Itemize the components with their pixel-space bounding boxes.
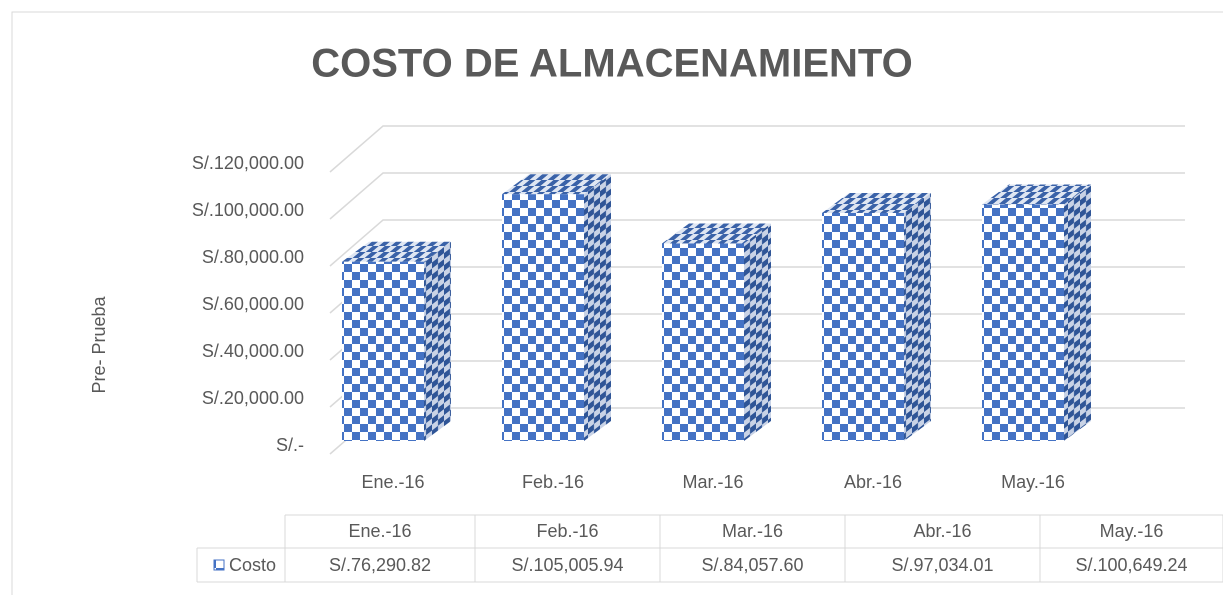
y-tick-label: S/.40,000.00 — [202, 341, 304, 361]
bar — [342, 241, 451, 441]
bar-top — [982, 184, 1091, 205]
data-label: S/.97,034.01 — [891, 555, 993, 575]
data-label: S/.76,290.82 — [329, 555, 431, 575]
table-header: Mar.-16 — [722, 521, 783, 541]
bar-front — [342, 261, 424, 441]
bar-side — [744, 223, 771, 441]
bar — [502, 174, 611, 442]
grid-line — [329, 125, 1185, 173]
legend-label: Costo — [229, 555, 276, 575]
bar-side — [424, 241, 451, 441]
table-header: Feb.-16 — [536, 521, 598, 541]
y-tick-label: S/.20,000.00 — [202, 388, 304, 408]
bar-top — [822, 192, 931, 213]
table-header: Abr.-16 — [913, 521, 971, 541]
bar-top — [342, 241, 451, 262]
y-tick-label: S/.- — [276, 435, 304, 455]
x-tick-label: Abr.-16 — [844, 472, 902, 492]
bar-side — [584, 174, 611, 442]
x-tick-label: Ene.-16 — [361, 472, 424, 492]
data-label: S/.100,649.24 — [1075, 555, 1187, 575]
bar — [982, 184, 1091, 441]
data-label: S/.105,005.94 — [511, 555, 623, 575]
x-tick-label: May.-16 — [1001, 472, 1065, 492]
x-tick-label: Feb.-16 — [522, 472, 584, 492]
bar-side — [1064, 184, 1091, 441]
chart-title: COSTO DE ALMACENAMIENTO — [311, 42, 913, 86]
y-tick-label: S/.100,000.00 — [192, 200, 304, 220]
legend-key — [213, 559, 225, 571]
data-label: S/.84,057.60 — [701, 555, 803, 575]
bar-top — [662, 223, 771, 244]
y-tick-label: S/.60,000.00 — [202, 294, 304, 314]
x-tick-label: Mar.-16 — [682, 472, 743, 492]
y-tick-label: S/.120,000.00 — [192, 153, 304, 173]
table-header: May.-16 — [1100, 521, 1164, 541]
bar-side — [904, 192, 931, 441]
bar-top — [502, 174, 611, 195]
bar-front — [662, 243, 744, 441]
grid-line — [329, 172, 1185, 220]
chart-border — [11, 11, 1223, 595]
bar-front — [822, 212, 904, 441]
y-axis-title: Pre- Prueba — [89, 295, 109, 393]
y-tick-label: S/.80,000.00 — [202, 247, 304, 267]
table-header: Ene.-16 — [348, 521, 411, 541]
bar-front — [982, 204, 1064, 441]
bar-front — [502, 194, 584, 441]
bar — [822, 192, 931, 441]
bar — [662, 223, 771, 441]
